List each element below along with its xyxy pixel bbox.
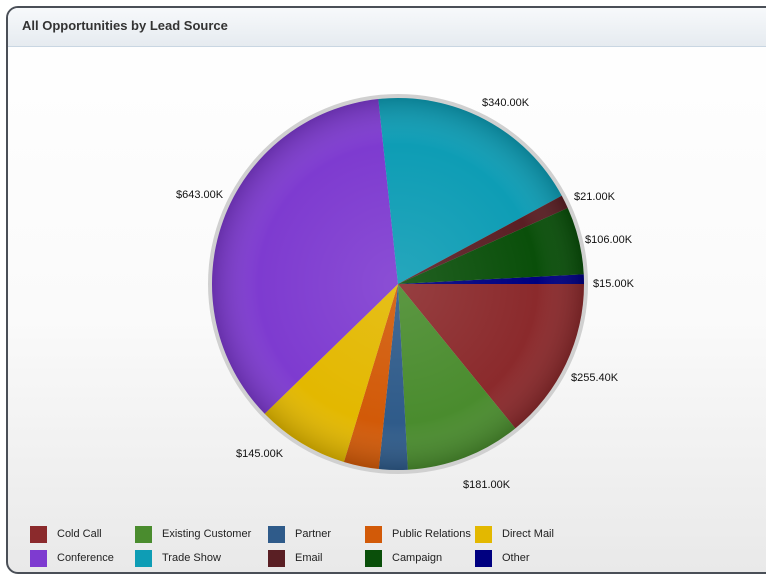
legend-item-cold-call[interactable]: Cold Call [30,525,102,543]
legend-swatch [365,549,382,567]
legend-swatch [268,525,285,543]
legend-swatch [268,549,285,567]
legend-item-conference[interactable]: Conference [30,549,114,567]
legend-label: Email [295,552,323,564]
legend-label: Cold Call [57,528,102,540]
legend-item-other[interactable]: Other [475,549,530,567]
legend-swatch [475,525,492,543]
legend-swatch [135,549,152,567]
chart-panel: All Opportunities by Lead Source $15.00K… [6,6,766,574]
legend-swatch [475,549,492,567]
legend-label: Trade Show [162,552,221,564]
legend-item-direct-mail[interactable]: Direct Mail [475,525,554,543]
pie-labels: $15.00K $255.40K $181.00K $145.00K $643.00K $… [176,97,635,491]
legend-swatch [365,525,382,543]
pie-shading [212,98,584,470]
slice-label-conference: $643.00K [176,189,224,201]
legend-label: Campaign [392,552,443,564]
slice-label-trade-show: $340.00K [482,97,530,109]
legend-swatch [30,525,47,543]
slice-label-other: $15.00K [593,278,635,290]
legend-item-partner[interactable]: Partner [268,525,331,543]
legend-label: Public Relations [392,528,471,540]
slice-label-cold-call: $255.40K [571,372,619,384]
legend-item-trade-show[interactable]: Trade Show [135,549,221,567]
pie-chart: $15.00K $255.40K $181.00K $145.00K $643.00K $… [176,94,635,491]
legend-item-public-relations[interactable]: Public Relations [365,525,471,543]
legend-swatch [135,525,152,543]
legend-swatch [30,549,47,567]
panel-title: All Opportunities by Lead Source [22,18,228,33]
legend-label: Partner [295,528,332,540]
legend-label: Other [502,552,530,564]
legend-label: Existing Customer [162,528,252,540]
legend-item-existing-customer[interactable]: Existing Customer [135,525,251,543]
legend-label: Direct Mail [502,528,554,540]
legend-label: Conference [57,552,114,564]
slice-label-existing-customer: $181.00K [463,479,511,491]
slice-label-email: $21.00K [574,191,616,203]
panel-header: All Opportunities by Lead Source [8,8,766,47]
legend-item-campaign[interactable]: Campaign [365,549,442,567]
slice-label-campaign: $106.00K [585,234,633,246]
legend-item-email[interactable]: Email [268,549,323,567]
slice-label-direct-mail: $145.00K [236,448,284,460]
